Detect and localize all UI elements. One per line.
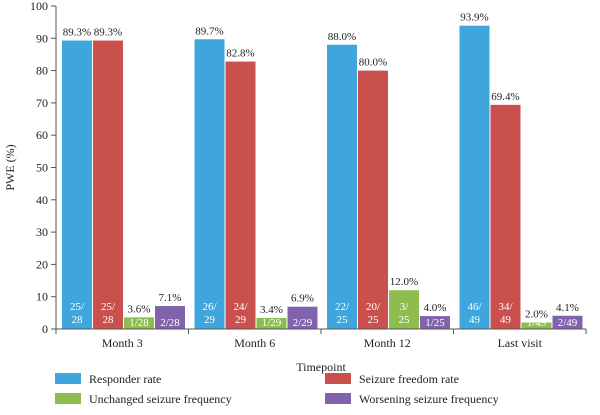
y-tick-label: 60 [36, 128, 48, 142]
y-tick-label: 40 [36, 193, 48, 207]
bar-count-label: 1/28 [129, 317, 149, 329]
bar-count-label: 25 [368, 314, 380, 326]
bar [225, 61, 256, 329]
x-tick-label: Month 3 [102, 336, 143, 350]
legend-swatch [325, 373, 351, 384]
bar-count-label: 25 [399, 314, 411, 326]
y-tick-label: 70 [36, 96, 48, 110]
legend-label: Seizure freedom rate [359, 372, 459, 386]
y-tick-label: 30 [36, 225, 48, 239]
bar-count-label: 46/ [467, 301, 482, 313]
bar-count-label: 25/ [101, 301, 116, 313]
y-axis: 0 10 20 30 40 50 60 70 80 90 100 [30, 0, 57, 336]
bar-count-label: 28 [72, 314, 84, 326]
bar-count-label: 25 [337, 314, 349, 326]
y-tick-label: 80 [36, 64, 48, 78]
bar-count-label: 22/ [335, 301, 350, 313]
y-tick-label: 100 [30, 0, 48, 13]
bar-count-label: 28 [103, 314, 115, 326]
bars: 89.3% 25/28 89.3% 25/28 3.6% 1/28 7.1% 2/28 89.7… [62, 12, 583, 329]
bar-count-label: 26/ [202, 301, 217, 313]
bar [490, 104, 521, 329]
bar-count-label: 2/29 [293, 317, 313, 329]
bar-count-label: 2/28 [160, 317, 180, 329]
bar-count-label: 2/49 [558, 317, 578, 329]
x-tick-label: Last visit [498, 336, 543, 350]
bar [287, 306, 318, 329]
bar-value-label: 88.0% [328, 31, 356, 43]
bar-value-label: 93.9% [460, 12, 488, 24]
legend-label: Worsening seizure frequency [359, 392, 499, 406]
bar-value-label: 89.7% [195, 25, 223, 37]
bar [93, 40, 123, 329]
y-tick-label: 0 [42, 322, 48, 336]
bar [194, 39, 225, 329]
bar [459, 25, 490, 329]
x-tick-label: Month 6 [234, 336, 275, 350]
bar-value-label: 80.0% [359, 57, 387, 69]
bar-value-label: 4.1% [556, 302, 579, 314]
bar-value-label: 7.1% [159, 292, 182, 304]
bar-count-label: 1/29 [262, 317, 282, 329]
legend-label: Responder rate [89, 372, 161, 386]
bar-count-label: 1/49 [527, 317, 547, 329]
bar-count-label: 49 [469, 314, 481, 326]
bar-value-label: 82.8% [226, 48, 254, 60]
bar-value-label: 89.3% [94, 27, 122, 39]
legend-label: Unchanged seizure frequency [89, 392, 232, 406]
bar [256, 318, 287, 329]
bar-value-label: 6.9% [291, 293, 314, 305]
bar-count-label: 1/25 [425, 317, 445, 329]
bar [420, 316, 450, 329]
legend-swatch [55, 393, 81, 404]
bar-value-label: 4.0% [424, 302, 447, 314]
legend: Responder rate Seizure freedom rate Unchan… [55, 372, 499, 406]
y-tick-label: 50 [36, 161, 48, 175]
bar-value-label: 3.4% [260, 304, 283, 316]
legend-swatch [325, 393, 351, 404]
bar-count-label: 34/ [498, 301, 513, 313]
y-tick-label: 90 [36, 31, 48, 45]
bar-count-label: 29 [204, 314, 216, 326]
bar [124, 317, 154, 329]
bar-value-label: 89.3% [63, 27, 91, 39]
bar [552, 315, 583, 329]
bar [521, 322, 552, 329]
y-axis-title: PWE (%) [3, 144, 17, 190]
bar [327, 44, 357, 329]
bar-value-label: 12.0% [390, 276, 418, 288]
x-axis-title: Timepoint [296, 360, 346, 374]
bar-count-label: 29 [235, 314, 247, 326]
x-axis: Month 3 Month 6 Month 12 Last visit [55, 328, 587, 350]
x-tick-label: Month 12 [364, 336, 411, 350]
bar-value-label: 3.6% [128, 303, 151, 315]
legend-swatch [55, 373, 81, 384]
bar-count-label: 20/ [366, 301, 381, 313]
bar-count-label: 3/ [400, 301, 410, 313]
bar [389, 290, 419, 329]
y-tick-label: 10 [36, 290, 48, 304]
bar [358, 70, 388, 329]
bar-value-label: 2.0% [525, 309, 548, 321]
bar-count-label: 25/ [70, 301, 85, 313]
y-tick-label: 20 [36, 257, 48, 271]
bar [62, 40, 92, 329]
bar-value-label: 69.4% [491, 91, 519, 103]
bar-count-label: 49 [500, 314, 512, 326]
bar-count-label: 24/ [233, 301, 248, 313]
bar [155, 306, 185, 329]
